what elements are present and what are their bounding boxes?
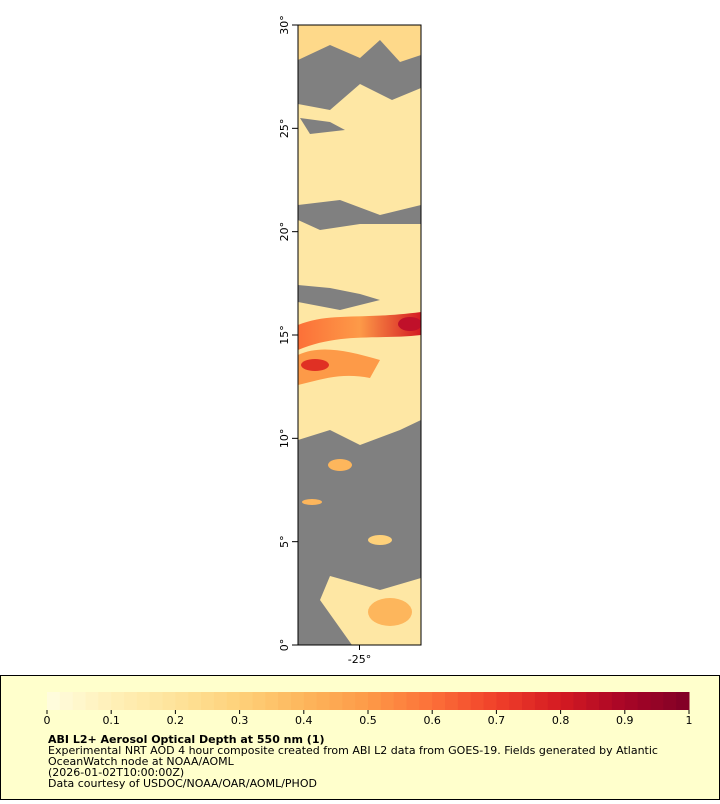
colorbar-swatch	[393, 692, 408, 710]
colorbar-swatch	[98, 692, 112, 710]
colorbar-swatch	[586, 692, 600, 710]
colorbar-swatch	[650, 692, 664, 710]
colorbar-swatch	[252, 692, 266, 710]
colorbar-swatch	[368, 692, 382, 710]
colorbar-swatch	[149, 692, 164, 710]
colorbar-swatch	[85, 692, 99, 710]
colorbar-tick-label: 0.3	[231, 714, 249, 727]
colorbar-tick-label: 0.1	[102, 714, 120, 727]
colorbar-tick-label: 0.6	[423, 714, 441, 727]
colorbar-swatch	[278, 692, 292, 710]
y-tick-label: 25°	[278, 119, 291, 139]
colorbar-swatch	[522, 692, 536, 710]
colorbar-swatch	[188, 692, 202, 710]
colorbar-swatch	[213, 692, 228, 710]
colorbar-swatch	[111, 692, 125, 710]
colorbar-swatch	[496, 692, 510, 710]
colorbar-swatch	[599, 692, 613, 710]
colorbar-swatch	[534, 692, 549, 710]
colorbar-swatch	[432, 692, 446, 710]
colorbar-swatch	[419, 692, 433, 710]
colorbar-swatch	[406, 692, 420, 710]
y-tick-label: 5°	[278, 535, 291, 548]
caption-line: Experimental NRT AOD 4 hour composite cr…	[48, 744, 658, 757]
colorbar-tick-label: 0	[44, 714, 51, 727]
colorbar-swatch	[547, 692, 562, 710]
colorbar-swatch	[573, 692, 587, 710]
y-tick-label: 30°	[278, 15, 291, 35]
colorbar-swatch	[380, 692, 395, 710]
colorbar-swatch	[201, 692, 215, 710]
colorbar-swatch	[47, 692, 61, 710]
colorbar-swatch	[265, 692, 279, 710]
colorbar-tick-label: 1	[686, 714, 693, 727]
x-tick-label: -25°	[348, 653, 371, 666]
colorbar-tick-label: 0.9	[616, 714, 634, 727]
colorbar-swatch	[663, 692, 677, 710]
colorbar-swatch	[329, 692, 343, 710]
map-image	[298, 25, 421, 645]
caption-line: Data courtesy of USDOC/NOAA/OAR/AOML/PHO…	[48, 777, 317, 790]
colorbar-swatch	[470, 692, 485, 710]
colorbar-swatch	[124, 692, 138, 710]
colorbar-swatch	[445, 692, 459, 710]
colorbar-swatch	[59, 692, 74, 710]
colorbar-swatch	[290, 692, 305, 710]
y-tick-label: 20°	[278, 222, 291, 242]
colorbar-swatch	[239, 692, 253, 710]
colorbar-swatch	[136, 692, 151, 710]
colorbar-tick-label: 0.5	[359, 714, 377, 727]
colorbar-swatch	[72, 692, 87, 710]
colorbar-swatch	[342, 692, 356, 710]
colorbar-swatch	[162, 692, 176, 710]
colorbar-swatch	[303, 692, 318, 710]
colorbar-swatch	[676, 692, 690, 710]
colorbar-swatch	[226, 692, 241, 710]
colorbar-swatch	[483, 692, 497, 710]
caption-line: OceanWatch node at NOAA/AOML	[48, 755, 235, 768]
colorbar-swatch	[560, 692, 574, 710]
colorbar-tick-label: 0.7	[488, 714, 506, 727]
colorbar-swatch	[316, 692, 330, 710]
colorbar-swatch	[637, 692, 651, 710]
y-tick-label: 15°	[278, 325, 291, 345]
colorbar-swatch	[611, 692, 626, 710]
colorbar-tick-label: 0.8	[552, 714, 570, 727]
colorbar-swatch	[355, 692, 369, 710]
caption-line: (2026-01-02T10:00:00Z)	[48, 766, 184, 779]
colorbar-swatch	[624, 692, 639, 710]
caption-title: ABI L2+ Aerosol Optical Depth at 550 nm …	[48, 733, 325, 746]
colorbar-swatch	[457, 692, 472, 710]
y-tick-label: 0°	[278, 639, 291, 652]
colorbar-tick-label: 0.2	[167, 714, 185, 727]
colorbar-tick-label: 0.4	[295, 714, 313, 727]
colorbar-swatch	[509, 692, 523, 710]
y-tick-label: 10°	[278, 429, 291, 449]
colorbar-swatch	[175, 692, 189, 710]
